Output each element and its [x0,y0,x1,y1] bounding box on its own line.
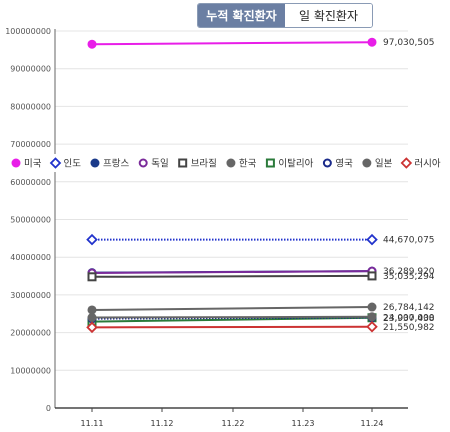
x-axis: 11.11 11.12 11.22 11.23 11.24 [55,407,408,428]
data-point [87,305,97,315]
legend-marker [90,158,100,168]
y-tick-label: 50000000 [10,216,51,225]
legend-label: 독일 [151,159,168,170]
series-group [86,37,378,334]
legend-item: 인도 [49,157,81,170]
legend-marker [362,158,372,168]
legend-item: 러시아 [400,157,441,170]
legend-label: 일본 [375,159,393,170]
y-tick-label: 90000000 [10,65,51,74]
legend-background [0,154,450,172]
data-point [87,39,97,49]
legend-label: 러시아 [414,159,440,170]
end-labels: 97,030,505 44,670,075 36,289,92035,035,294… [383,38,435,333]
end-label: 24,000,000 [383,314,435,324]
data-point [367,312,377,322]
legend-item: 일본 [362,158,393,170]
y-tick-label: 60000000 [10,178,51,187]
grid-lines [55,30,408,371]
legend-marker [226,158,236,168]
y-tick-label: 10000000 [10,366,51,375]
tab-cumulative-cases[interactable]: 누적 확진환자 [198,4,285,27]
data-point [86,321,98,334]
legend-marker [49,157,62,169]
legend-label: 브라질 [191,158,217,170]
legend-item: 한국 [226,158,257,170]
series-4 [87,271,377,282]
x-tick-label: 11.12 [151,419,174,428]
tab-bar: 누적 확진환자 일 확진환자 [197,3,373,28]
legend-label: 프랑스 [103,158,129,170]
y-tick-label: 0 [46,404,51,413]
data-point [367,271,377,281]
series-line [91,306,373,311]
data-point [87,313,97,323]
legend-item: 프랑스 [90,158,129,170]
legend: 미국 인도 프랑스 독일 브라질 한국 이탈리아 영국 일본 러시아 [0,154,450,172]
data-point [366,233,378,246]
legend-marker [322,158,332,168]
legend-label: 이탈리아 [278,158,313,170]
end-label: 23,937,438 [383,314,435,324]
series-5 [87,302,377,315]
y-tick-label: 70000000 [10,140,51,149]
legend-item: 브라질 [178,158,217,170]
series-line [91,325,373,329]
x-tick-label: 11.23 [292,419,315,428]
legend-marker [400,157,413,169]
legend-label: 미국 [24,159,42,170]
series-line [91,270,373,275]
legend-marker [138,158,148,168]
y-axis: 0 10000000 20000000 30000000 40000000 5000000… [5,27,56,413]
series-line [91,274,373,278]
series-8 [87,312,377,323]
end-label: 97,030,505 [383,38,435,48]
end-label: 21,550,982 [383,323,435,333]
end-label: 35,035,294 [383,272,435,282]
y-tick-label: 100000000 [5,27,51,36]
y-tick-label: 20000000 [10,329,51,338]
y-tick-label: 80000000 [10,102,51,111]
end-label: 36,289,920 [383,267,435,277]
data-point [366,320,378,333]
tab-daily-cases[interactable]: 일 확진환자 [285,4,372,27]
legend-marker [265,158,275,168]
legend-item: 영국 [322,158,353,170]
legend-marker [178,158,188,168]
data-point [367,302,377,312]
series-line [91,316,373,323]
y-tick-label: 40000000 [10,253,51,262]
data-point [86,233,98,246]
y-tick-label: 30000000 [10,291,51,300]
data-point [87,272,97,282]
series-0 [87,37,377,49]
legend-item: 독일 [138,158,169,170]
legend-label: 인도 [63,159,81,170]
x-tick-label: 11.24 [361,419,384,428]
legend-label: 한국 [239,159,257,170]
series-9 [86,320,378,334]
end-label: 26,784,142 [383,303,435,313]
x-tick-label: 11.11 [81,419,104,428]
series-1 [86,233,378,246]
legend-item: 이탈리아 [265,158,314,170]
x-tick-label: 11.22 [222,419,245,428]
data-point [367,37,377,47]
series-line [91,41,373,46]
series-line [91,315,373,319]
legend-label: 영국 [335,159,353,170]
legend-item: 미국 [11,158,42,170]
end-label: 44,670,075 [383,236,435,246]
legend-marker [11,158,21,168]
